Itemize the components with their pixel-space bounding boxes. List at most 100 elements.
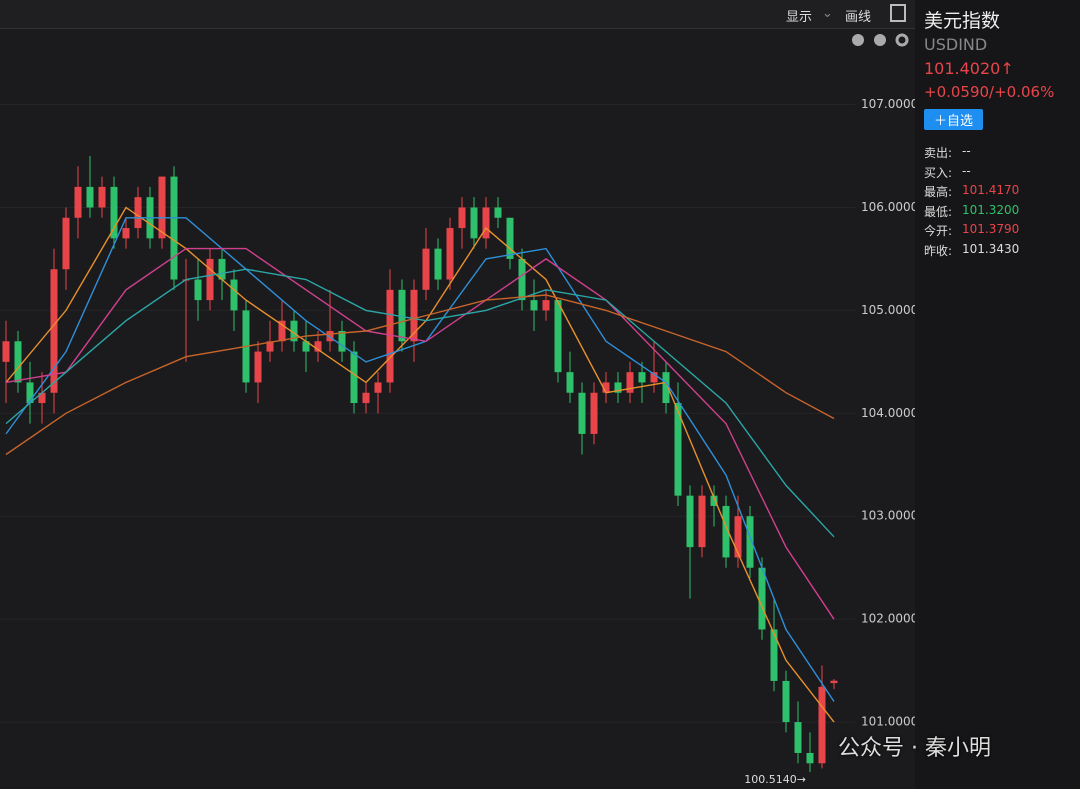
candle-body <box>254 351 262 383</box>
candle-body <box>722 505 730 558</box>
candle-body <box>338 330 346 352</box>
field-value: -- <box>962 144 971 158</box>
low-marker: 100.5140→ <box>744 773 806 786</box>
candle-body <box>350 351 358 404</box>
candle-body <box>494 207 502 218</box>
candle-body <box>122 228 130 239</box>
candle-body <box>434 248 442 280</box>
field-label: 买入: <box>924 165 953 180</box>
y-tick-label: 101.0000 <box>861 715 915 729</box>
field-label: 最低: <box>924 204 953 219</box>
candle-body <box>650 372 658 383</box>
candle-body <box>290 320 298 342</box>
y-tick-label: 105.0000 <box>861 303 915 317</box>
candle-body <box>530 300 538 311</box>
moving-average <box>5 247 835 620</box>
zoom-in[interactable] <box>852 34 864 46</box>
candle-body <box>398 289 406 342</box>
candle-body <box>578 392 586 434</box>
field-value: -- <box>962 163 971 178</box>
plot-area <box>0 50 855 789</box>
field-label: 最高: <box>924 185 953 199</box>
chart: 101.0000 102.0000 103.0000 104.0000 105.0000… <box>0 33 915 789</box>
field-label: 昨收: <box>924 243 953 258</box>
candle-body <box>614 382 622 393</box>
quote-panel: 美元指数 USDIND 101.4020↑ +0.0590/+0.06% ＋自选… <box>915 0 1080 789</box>
candle-body <box>218 258 226 280</box>
candle-body <box>134 197 142 229</box>
candle-body <box>698 495 706 548</box>
panel-toggle[interactable] <box>890 4 906 22</box>
zoom-out[interactable] <box>874 34 886 46</box>
candle-body <box>506 217 514 259</box>
candle-body <box>170 176 178 280</box>
y-tick-label: 107.0000 <box>861 97 915 111</box>
y-tick-label: 104.0000 <box>861 406 915 420</box>
candle-body <box>686 495 694 548</box>
chevron: ⌄ <box>822 6 833 21</box>
settings[interactable] <box>895 33 909 47</box>
candle-body <box>230 279 238 311</box>
candle-body <box>830 680 838 684</box>
candle-body <box>278 320 286 342</box>
candle-body <box>542 300 550 311</box>
candle-body <box>554 300 562 373</box>
field-value: 101.3790 <box>962 222 1020 236</box>
candle-body <box>194 279 202 301</box>
candle-body <box>770 629 778 681</box>
field-value: 101.4170 <box>962 183 1020 197</box>
candle-body <box>74 186 82 218</box>
candle-body <box>758 567 766 630</box>
field-label: 今开: <box>924 224 953 238</box>
candle-body <box>806 752 814 764</box>
y-tick-label: 103.0000 <box>861 509 915 523</box>
candle-body <box>62 217 70 270</box>
candle-body <box>386 289 394 383</box>
candle-body <box>26 382 34 404</box>
candle-body <box>626 372 634 393</box>
candle-body <box>734 516 742 558</box>
candle-body <box>590 392 598 434</box>
field-value: 101.3200 <box>962 202 1020 217</box>
draw-button[interactable]: 画线 <box>845 10 872 25</box>
candle-body <box>98 186 106 208</box>
toolbar: 显示 ⌄ 画线 <box>0 0 915 29</box>
candle-body <box>2 341 10 362</box>
candle-body <box>602 382 610 393</box>
candle-body <box>458 207 466 229</box>
candle-body <box>326 330 334 342</box>
candle-body <box>38 392 46 404</box>
moving-average <box>5 268 835 538</box>
quote-price: 101.4020↑ <box>924 59 1014 78</box>
quote-name: 美元指数 <box>924 10 1001 32</box>
candle-body <box>110 186 118 239</box>
quote-change: +0.0590/+0.06% <box>924 83 1055 101</box>
candle-body <box>14 341 22 383</box>
y-tick-label: 106.0000 <box>861 200 915 214</box>
candle-body <box>638 372 646 383</box>
candle-body <box>782 680 790 723</box>
candle-body <box>566 372 574 393</box>
display-menu[interactable]: 显示 <box>786 10 813 25</box>
candle-body <box>266 341 274 352</box>
watch-button[interactable]: ＋自选 <box>924 109 984 130</box>
candle-body <box>662 372 670 404</box>
candle-body <box>158 176 166 239</box>
candle-body <box>470 207 478 239</box>
candle-body <box>422 248 430 290</box>
candle-body <box>410 289 418 342</box>
candle-body <box>362 392 370 404</box>
candle-body <box>446 228 454 280</box>
candle-body <box>818 686 826 764</box>
candle-body <box>794 722 802 753</box>
candle-body <box>314 341 322 352</box>
candle-body <box>746 516 754 568</box>
y-tick-label: 102.0000 <box>861 612 915 626</box>
candle-body <box>50 269 58 393</box>
candle-body <box>482 207 490 239</box>
candle-body <box>86 186 94 208</box>
watermark: 公众号 · 秦小明 <box>838 736 991 761</box>
candle-body <box>518 258 526 301</box>
candle-body <box>374 382 382 393</box>
